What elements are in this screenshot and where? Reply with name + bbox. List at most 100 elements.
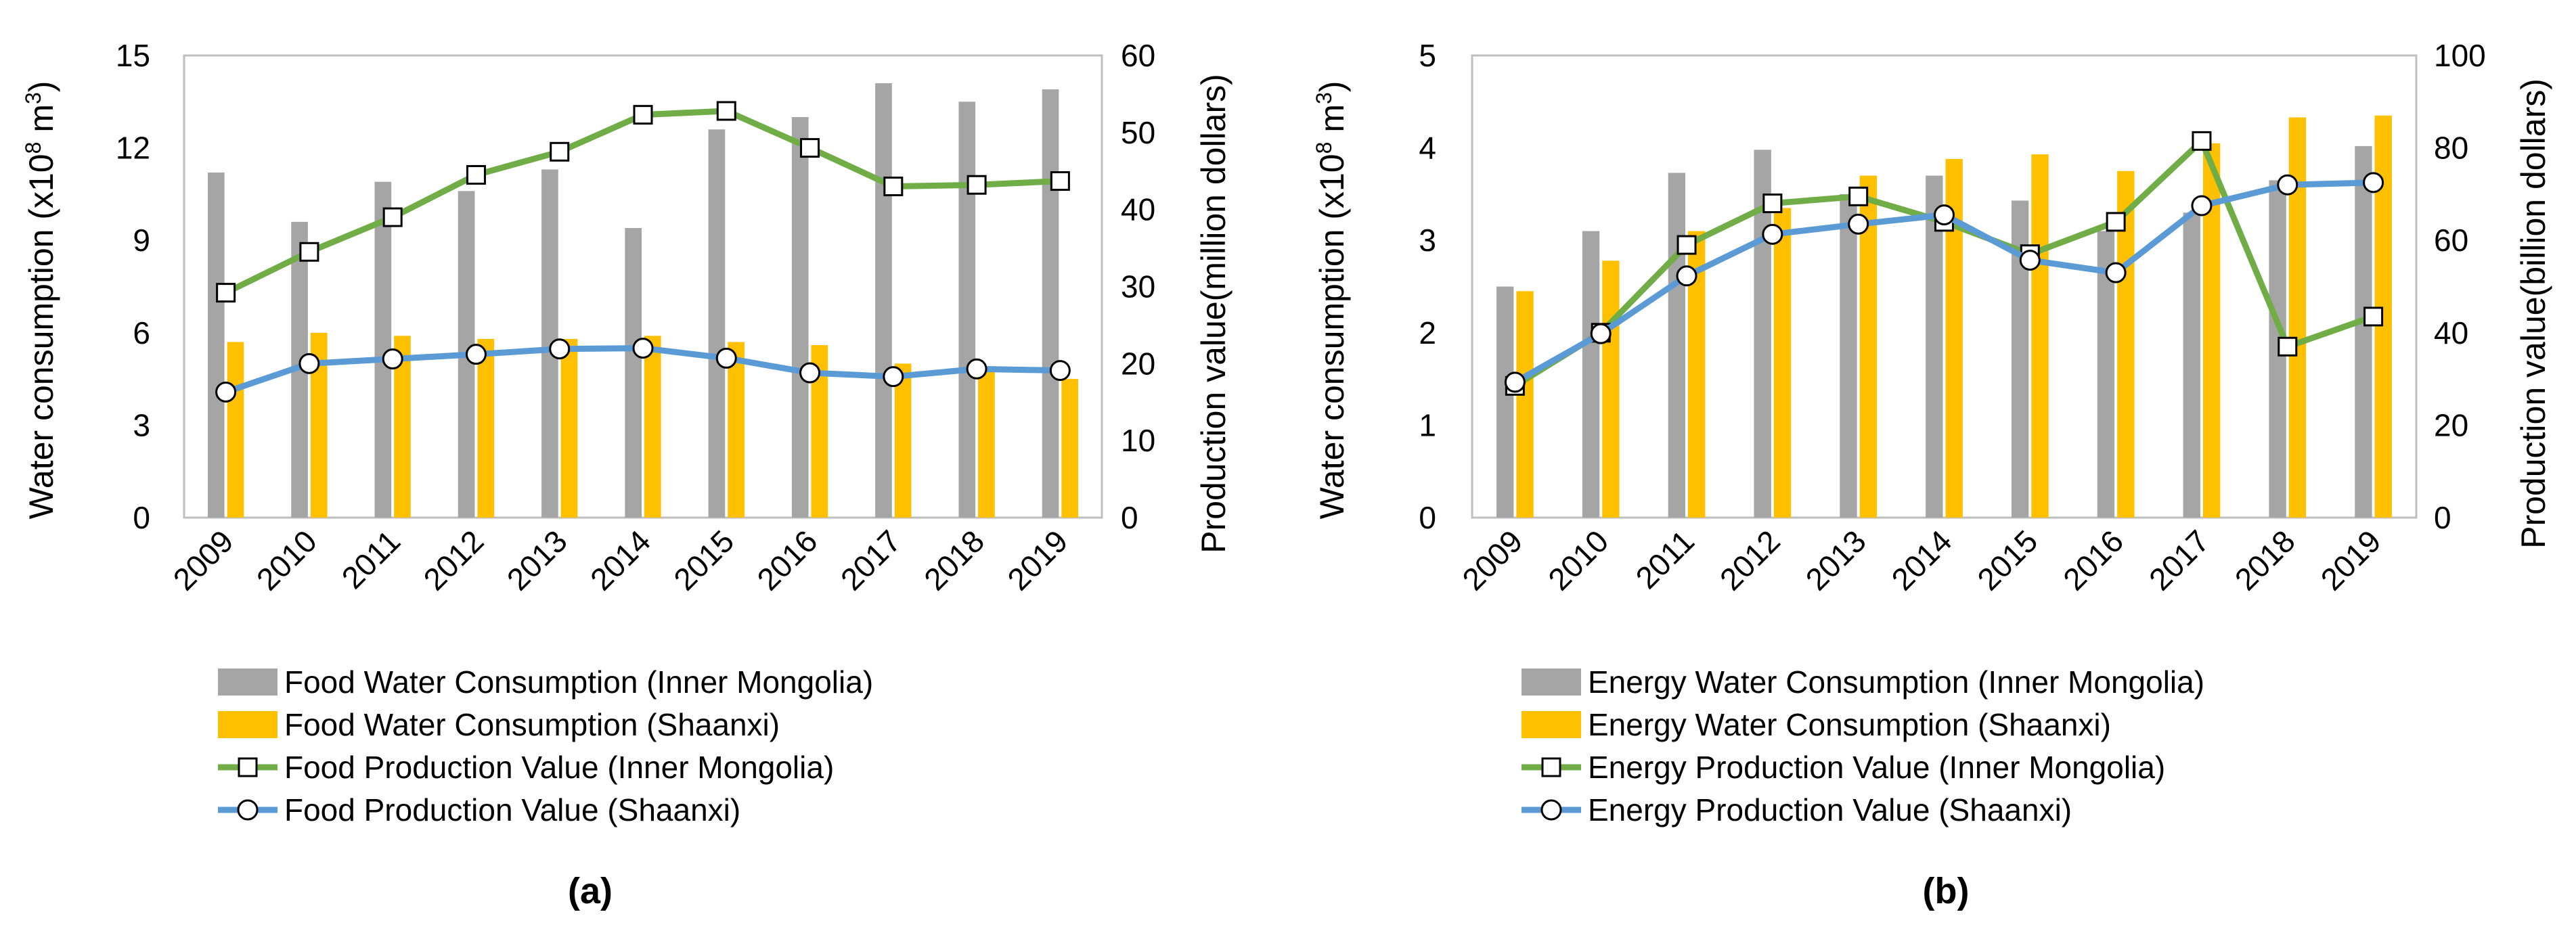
legend-square-marker	[1541, 757, 1561, 777]
plot-frame	[183, 54, 1103, 519]
marker-circle-2009	[1504, 371, 1526, 393]
plot-frame	[1471, 54, 2418, 519]
panel-label: (a)	[568, 871, 613, 911]
legend-item-1: Food Water Consumption (Inner Mongolia)	[218, 664, 873, 700]
legend-item-1: Energy Water Consumption (Inner Mongolia…	[1522, 664, 2204, 700]
left-axis-title: Water consumption (x108 m3)	[21, 81, 60, 520]
legend-item-4: Energy Production Value (Shaanxi)	[1522, 792, 2072, 827]
x-tick-label-2011: 2011	[335, 523, 407, 595]
marker-square-2013	[550, 141, 570, 162]
marker-circle-2014	[632, 338, 654, 359]
marker-square-2013	[1848, 186, 1869, 206]
right-tick-label: 60	[1121, 38, 1155, 73]
legend-label: Energy Water Consumption (Inner Mongolia…	[1588, 664, 2204, 700]
left-tick-label: 15	[116, 38, 150, 73]
bar-shaanxi-2015	[2031, 154, 2049, 518]
bar-inner-mongolia-2011	[1668, 173, 1686, 518]
marker-circle-2015	[715, 347, 737, 369]
legend-circle-marker	[237, 799, 259, 821]
right-axis-title: Production value(billion dollars)	[2514, 78, 2552, 549]
marker-circle-2019	[2363, 172, 2384, 194]
x-tick-label-2012: 2012	[416, 523, 490, 597]
right-tick-label: 20	[2434, 407, 2468, 442]
left-tick-label: 4	[1419, 131, 1436, 166]
marker-square-2016	[800, 138, 820, 158]
marker-circle-2009	[215, 381, 237, 403]
marker-square-2017	[883, 177, 904, 197]
x-tick-label-2016: 2016	[2056, 523, 2130, 597]
right-tick-label: 100	[2434, 38, 2486, 73]
marker-square-2018	[2278, 336, 2298, 357]
marker-circle-2015	[2019, 250, 2041, 271]
marker-circle-2010	[1590, 323, 1612, 344]
x-tick-label-2019: 2019	[1000, 523, 1074, 597]
right-tick-label: 50	[1121, 115, 1155, 150]
marker-square-2010	[299, 242, 319, 262]
x-tick-label-2016: 2016	[750, 523, 824, 597]
legend-circle-marker	[1540, 799, 1562, 821]
marker-circle-2011	[382, 348, 403, 370]
legend-label: Energy Production Value (Shaanxi)	[1588, 792, 2072, 827]
left-tick-label: 12	[116, 131, 150, 166]
marker-square-2019	[2363, 306, 2384, 327]
legend-label: Food Water Consumption (Inner Mongolia)	[284, 664, 873, 700]
left-tick-label: 0	[1419, 500, 1436, 535]
bar-shaanxi-2009	[1516, 291, 1534, 518]
bar-shaanxi-2015	[728, 342, 745, 518]
x-tick-label-2012: 2012	[1713, 523, 1787, 597]
marker-circle-2011	[1676, 265, 1697, 287]
right-tick-label: 80	[2434, 131, 2468, 166]
legend-label: Food Production Value (Inner Mongolia)	[284, 750, 834, 785]
marker-square-2012	[466, 164, 486, 185]
x-tick-label-2019: 2019	[2314, 523, 2388, 597]
bar-inner-mongolia-2017	[875, 83, 892, 518]
x-tick-label-2011: 2011	[1628, 523, 1701, 595]
left-axis-title: Water consumption (x108 m3)	[1312, 81, 1351, 520]
marker-circle-2012	[1762, 223, 1783, 245]
x-tick-label-2009: 2009	[1455, 523, 1529, 597]
marker-square-2017	[2192, 131, 2212, 151]
marker-square-2011	[382, 207, 403, 227]
legend-swatch	[218, 668, 277, 696]
left-tick-label: 3	[133, 407, 150, 442]
bar-inner-mongolia-2009	[1496, 286, 1514, 518]
right-tick-label: 40	[2434, 315, 2468, 350]
x-tick-label-2010: 2010	[250, 523, 324, 597]
legend-label: Food Production Value (Shaanxi)	[284, 792, 740, 827]
marker-circle-2014	[1934, 204, 1955, 226]
marker-circle-2013	[549, 338, 571, 360]
marker-circle-2019	[1049, 360, 1071, 382]
x-tick-label-2009: 2009	[166, 523, 240, 597]
legend-label: Energy Production Value (Inner Mongolia)	[1588, 750, 2165, 785]
bar-shaanxi-2009	[227, 342, 244, 518]
marker-circle-2017	[2191, 195, 2213, 217]
x-tick-label-2014: 2014	[1884, 523, 1958, 597]
left-tick-label: 5	[1419, 38, 1436, 73]
marker-square-2018	[967, 175, 987, 195]
legend-item-3: Energy Production Value (Inner Mongolia)	[1522, 750, 2165, 785]
left-tick-label: 0	[133, 500, 150, 535]
marker-circle-2018	[2277, 174, 2299, 196]
legend-swatch	[1522, 711, 1581, 738]
x-tick-label-2010: 2010	[1541, 523, 1615, 597]
x-tick-label-2018: 2018	[2228, 523, 2302, 597]
marker-circle-2016	[2105, 262, 2127, 283]
bar-inner-mongolia-2019	[1042, 89, 1059, 518]
legend-item-4: Food Production Value (Shaanxi)	[218, 792, 740, 827]
bar-shaanxi-2010	[1602, 260, 1620, 518]
bar-inner-mongolia-2010	[1582, 231, 1600, 518]
right-tick-label: 20	[1121, 346, 1155, 381]
marker-square-2019	[1050, 171, 1070, 191]
legend-label: Energy Water Consumption (Shaanxi)	[1588, 707, 2111, 742]
marker-circle-2013	[1848, 213, 1869, 235]
right-tick-label: 40	[1121, 192, 1155, 227]
legend-item-2: Food Water Consumption (Shaanxi)	[218, 707, 780, 742]
left-tick-label: 6	[133, 315, 150, 350]
legend-label: Food Water Consumption (Shaanxi)	[284, 707, 780, 742]
x-tick-label-2013: 2013	[500, 523, 574, 597]
bar-shaanxi-2014	[644, 336, 661, 518]
x-tick-label-2017: 2017	[2142, 523, 2216, 597]
bar-shaanxi-2019	[1061, 379, 1079, 518]
line-inner-mongolia	[1511, 137, 2377, 389]
